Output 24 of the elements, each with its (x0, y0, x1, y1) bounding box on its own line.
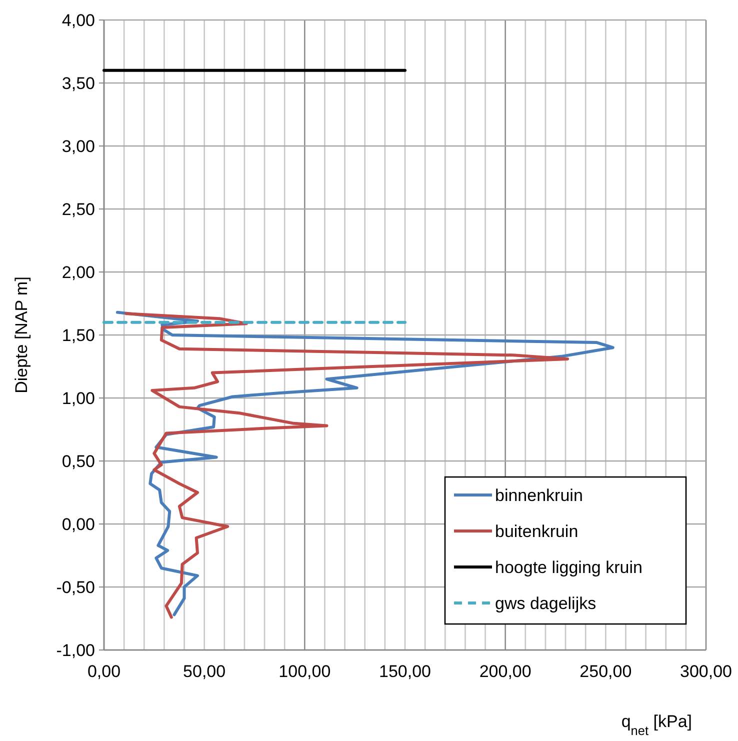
y-tick-label: 2,00 (62, 262, 95, 282)
x-tick-label: 200,00 (479, 662, 532, 681)
x-tick-label: 300,00 (680, 662, 732, 681)
x-tick-label: 50,00 (183, 662, 226, 681)
y-tick-label: -1,00 (56, 640, 95, 660)
y-tick-label: 0,00 (62, 514, 95, 534)
x-tick-label: 150,00 (379, 662, 431, 681)
x-axis-title: q$_{net}$ [kPa] (621, 712, 692, 738)
y-tick-label: -0,50 (56, 578, 95, 597)
legend-label: gws dagelijks (495, 594, 596, 613)
legend-label: binnenkruin (495, 486, 583, 505)
y-tick-label: 3,00 (62, 136, 95, 156)
y-tick-label: 4,00 (62, 10, 95, 30)
legend-label: hoogte ligging kruin (495, 558, 642, 577)
x-tick-label: 0,00 (87, 662, 121, 681)
legend-label: buitenkruin (495, 522, 578, 541)
y-tick-label: 1,00 (62, 388, 95, 408)
x-tick-label: 100,00 (278, 662, 331, 681)
x-tick-label: 250,00 (580, 662, 632, 681)
y-tick-label: 3,50 (62, 74, 95, 93)
y-axis-title: Diepte [NAP m] (12, 276, 31, 394)
y-tick-label: 0,50 (62, 452, 95, 471)
y-tick-label: 2,50 (62, 200, 95, 219)
y-tick-label: 1,50 (62, 326, 95, 345)
